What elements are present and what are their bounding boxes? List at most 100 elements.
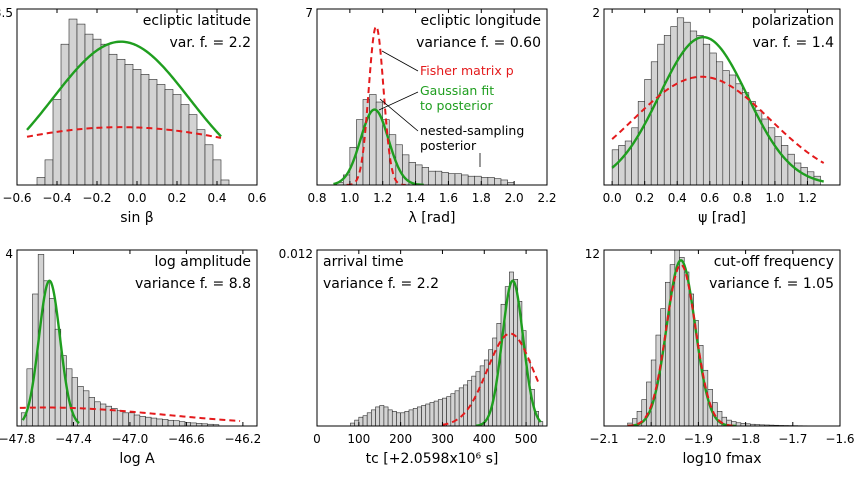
histogram-bar bbox=[458, 387, 464, 426]
histogram-bar bbox=[787, 153, 795, 185]
histogram-bar bbox=[36, 177, 46, 185]
histogram-bar bbox=[441, 172, 449, 185]
histogram-bar bbox=[683, 271, 690, 426]
histogram-bar bbox=[379, 405, 385, 426]
histogram-bar bbox=[650, 61, 659, 185]
y-max-label: 7 bbox=[305, 6, 313, 20]
histogram-bar bbox=[77, 386, 84, 426]
y-max-label: 0.012 bbox=[279, 247, 313, 261]
histogram-bar bbox=[139, 416, 146, 426]
histogram-bar bbox=[145, 416, 152, 426]
histogram-bar bbox=[116, 410, 124, 426]
panel-subtitle: variance f. = 1.05 bbox=[709, 276, 834, 292]
histogram-bar bbox=[702, 43, 711, 185]
histogram-bar bbox=[748, 101, 756, 185]
panel-title: log amplitude bbox=[154, 254, 251, 270]
histogram-bar bbox=[513, 279, 519, 426]
histogram-bar bbox=[487, 177, 495, 185]
histogram-bar bbox=[180, 104, 190, 185]
panel-title: polarization bbox=[752, 13, 834, 29]
x-tick-label: 0.8 bbox=[307, 191, 326, 205]
histogram-bar bbox=[429, 402, 435, 426]
gaussian-fit-curve bbox=[333, 108, 424, 185]
histogram-bar bbox=[480, 177, 489, 185]
histogram-bar bbox=[68, 18, 78, 185]
histogram-bar bbox=[366, 412, 372, 426]
x-axis-label: λ [rad] bbox=[409, 210, 456, 226]
annotation-pointer bbox=[379, 98, 419, 132]
histogram-bars bbox=[36, 18, 230, 185]
x-tick-label: −47.0 bbox=[112, 432, 149, 446]
histogram-bar bbox=[709, 52, 717, 185]
x-tick-label: 0.2 bbox=[167, 191, 186, 205]
histogram-bar bbox=[196, 129, 206, 185]
x-tick-label: −47.4 bbox=[55, 432, 92, 446]
histogram-bar bbox=[116, 58, 126, 185]
histogram-bar bbox=[474, 175, 482, 185]
annotation-pointer bbox=[381, 50, 419, 72]
x-tick-label: 0.6 bbox=[700, 191, 719, 205]
histogram-bar bbox=[369, 94, 377, 185]
x-tick-label: 0.4 bbox=[668, 191, 687, 205]
histogram-bar bbox=[128, 412, 135, 426]
histogram-bar bbox=[148, 79, 158, 185]
x-tick-label: 2.0 bbox=[505, 191, 524, 205]
histogram-bar bbox=[94, 401, 101, 426]
histogram-bar bbox=[354, 419, 360, 426]
gaussian-fit-curve bbox=[21, 279, 80, 425]
panel-title: arrival time bbox=[323, 254, 404, 270]
histogram-bar bbox=[43, 280, 50, 426]
histogram-bar bbox=[156, 84, 166, 185]
histogram-bar bbox=[442, 397, 447, 426]
x-axis-label: log10 fmax bbox=[682, 451, 761, 467]
plot-frame bbox=[16, 249, 258, 427]
histogram-bar bbox=[122, 412, 129, 426]
histogram-bar bbox=[722, 70, 730, 185]
x-tick-label: 0.6 bbox=[247, 191, 266, 205]
chart-panel-4: −47.8 −47.4 −47.0 −46.6 −46.2 4 log A log ampli… bbox=[0, 247, 261, 467]
x-tick-label: −46.2 bbox=[224, 432, 261, 446]
x-axis-label: ψ [rad] bbox=[698, 210, 746, 226]
histogram-bar bbox=[400, 412, 406, 426]
chart-panel-5: 0 100 200 300 400 500 0.012 tc [+2.0598x10⁶ s] a… bbox=[279, 247, 548, 467]
chart-panel-6: −2.1 −2.0 −1.9 −1.8 −1.7 −1.6 12 log10 fmax cut-… bbox=[585, 247, 854, 467]
x-tick-label: −1.6 bbox=[825, 432, 854, 446]
chart-panel-3: 0.0 0.2 0.4 0.6 0.8 1.0 1.2 2 ψ [rad] polarizatio… bbox=[592, 6, 841, 226]
gaussian-fit-curve bbox=[475, 279, 542, 426]
panel-subtitle: variance f. = 2.2 bbox=[323, 276, 439, 292]
histogram-bar bbox=[184, 422, 191, 426]
x-tick-label: 1.4 bbox=[406, 191, 425, 205]
annotation-label: nested-sampling bbox=[420, 123, 524, 138]
annotation-pointer bbox=[378, 91, 419, 111]
histogram-bar bbox=[421, 405, 427, 426]
y-max-label: 2 bbox=[592, 6, 600, 20]
histogram-bar bbox=[167, 419, 175, 426]
histogram-bar bbox=[433, 400, 439, 426]
x-tick-label: 300 bbox=[431, 432, 454, 446]
histogram-bar bbox=[646, 381, 652, 426]
histogram-bar bbox=[428, 170, 436, 185]
x-tick-label: −1.8 bbox=[731, 432, 760, 446]
histogram-bar bbox=[362, 415, 368, 426]
x-tick-label: 500 bbox=[515, 432, 538, 446]
panel-title: ecliptic longitude bbox=[421, 13, 541, 29]
histogram-bar bbox=[461, 174, 469, 185]
histogram-bar bbox=[172, 94, 182, 185]
histogram-bar bbox=[663, 35, 672, 185]
y-max-label: 4 bbox=[5, 247, 13, 261]
histogram-bar bbox=[735, 83, 743, 185]
histogram-bar bbox=[60, 43, 70, 185]
histogram-bar bbox=[375, 406, 381, 426]
histogram-bars bbox=[350, 271, 544, 426]
histogram-bar bbox=[676, 17, 685, 185]
x-tick-label: −2.0 bbox=[637, 432, 666, 446]
histogram-bar bbox=[173, 420, 180, 426]
x-tick-label: 0.4 bbox=[207, 191, 226, 205]
x-tick-label: −0.4 bbox=[42, 191, 71, 205]
histogram-bars bbox=[611, 17, 821, 185]
histogram-bar bbox=[509, 271, 514, 426]
annotation-label: Gaussian fit bbox=[420, 83, 494, 98]
histogram-bar bbox=[391, 411, 397, 426]
histogram-bar bbox=[463, 384, 468, 426]
